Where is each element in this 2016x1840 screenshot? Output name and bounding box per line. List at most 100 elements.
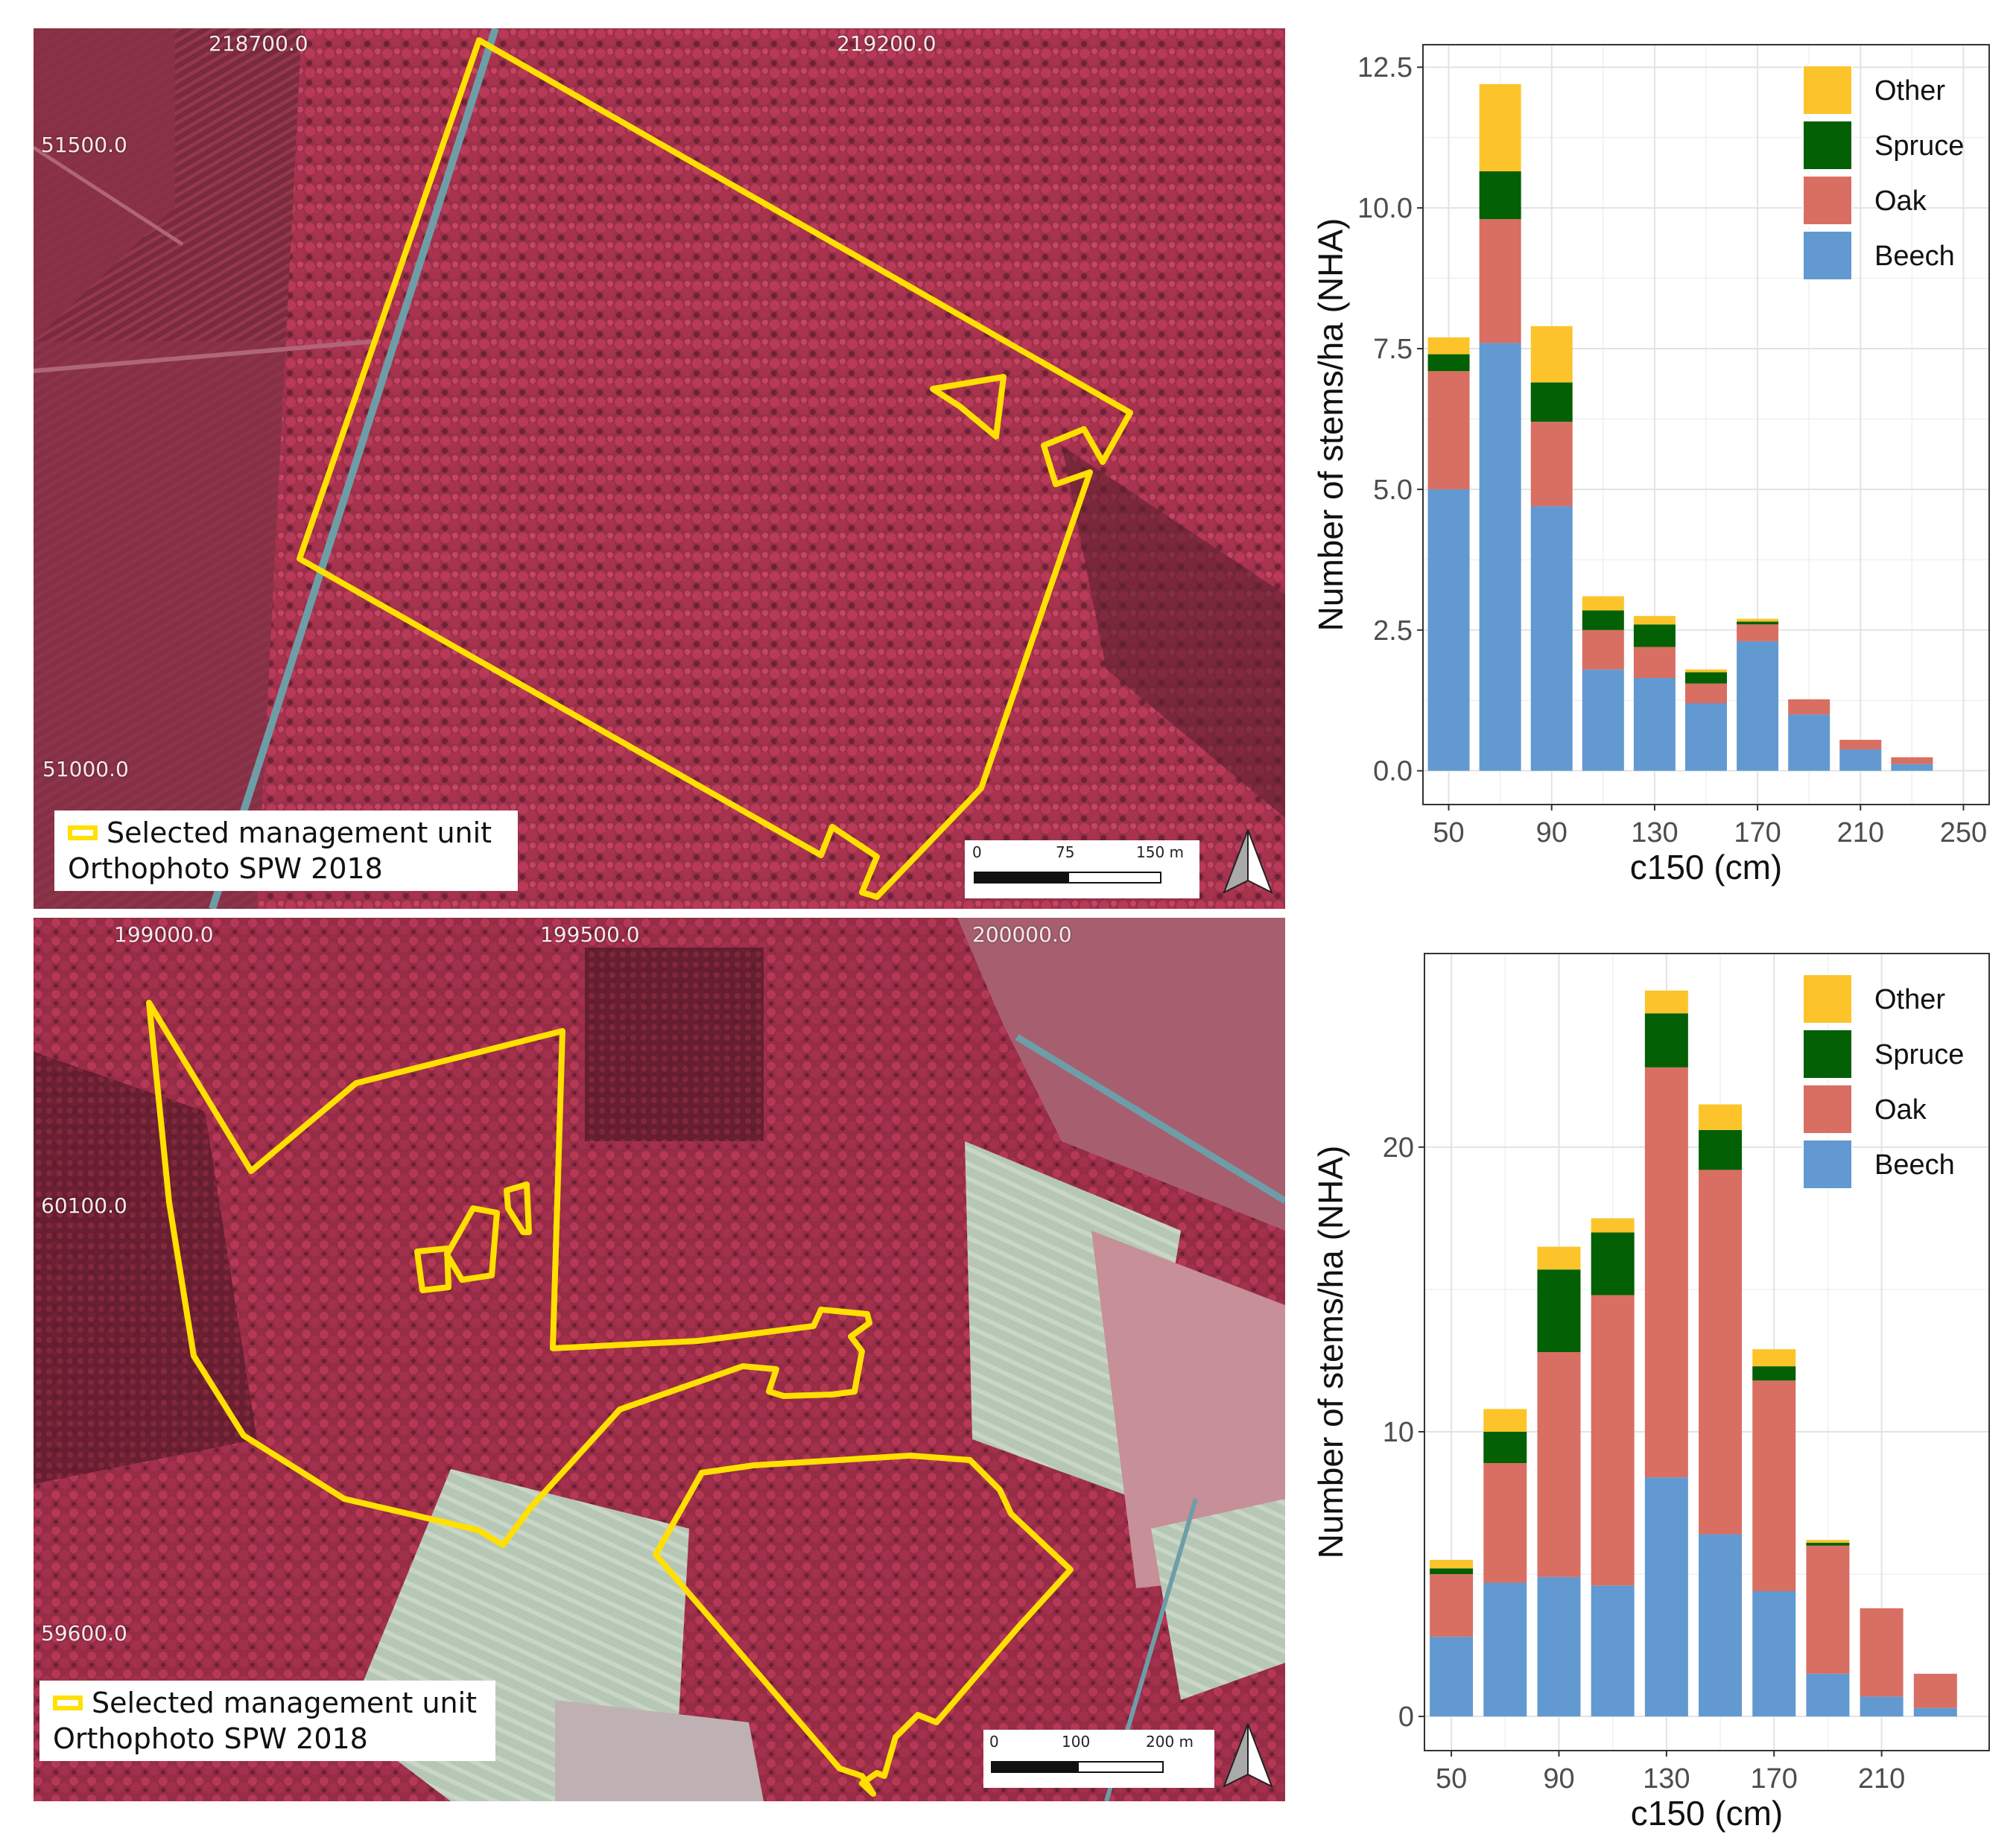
x-tick-label: 130 (1643, 1763, 1690, 1795)
bar-other (1752, 1349, 1796, 1367)
bar-other (1633, 615, 1676, 625)
y-tick-label: 12.5 (1357, 52, 1413, 83)
yellow-outline-swatch (68, 825, 98, 840)
x-tick-label: 210 (1837, 817, 1884, 848)
bar-beech (1582, 669, 1624, 771)
bar-oak (1860, 1608, 1904, 1697)
legend-swatch-beech (1802, 230, 1853, 281)
x-axis-title: c150 (cm) (1631, 1794, 1783, 1833)
legend-label-beech: Beech (1874, 1149, 1955, 1181)
bar-other (1699, 1104, 1743, 1130)
x-tick-label: 90 (1543, 1763, 1574, 1795)
y-tick-label: 7.5 (1373, 334, 1413, 365)
legend-unit-label: Selected management unit (92, 1687, 478, 1719)
bar-beech (1806, 1673, 1850, 1717)
bar-spruce (1752, 1366, 1796, 1381)
legend-label-beech: Beech (1874, 241, 1955, 272)
bar-spruce (1582, 610, 1624, 630)
bar-beech (1737, 641, 1779, 771)
bar-oak (1633, 647, 1676, 678)
north-arrow-icon (1223, 829, 1273, 895)
bar-beech (1860, 1696, 1904, 1717)
road (209, 28, 499, 909)
bar-oak (1430, 1574, 1474, 1637)
bar-beech (1633, 678, 1676, 771)
legend-swatch-oak (1802, 175, 1853, 226)
bar-other (1685, 669, 1727, 673)
x-tick-label: 250 (1940, 817, 1987, 848)
scale-bar: 0 100 200 m (983, 1730, 1214, 1788)
bottom-map: 199000.0 199500.0 200000.0 60100.0 59600… (34, 918, 1285, 1801)
legend-swatch-oak (1802, 1084, 1853, 1135)
coord-x-2: 219200.0 (837, 31, 936, 56)
bar-beech (1644, 1477, 1688, 1717)
bar-oak (1913, 1673, 1957, 1708)
yellow-outline-swatch (53, 1695, 83, 1710)
bar-spruce (1537, 1269, 1581, 1352)
coord-x-3: 200000.0 (972, 922, 1072, 947)
bar-beech (1891, 764, 1933, 771)
bar-spruce (1699, 1129, 1743, 1170)
top-orthophoto (34, 28, 1285, 909)
y-tick-label: 0.0 (1373, 756, 1413, 787)
map-legend: Selected management unit Orthophoto SPW … (39, 1681, 495, 1761)
bar-beech (1591, 1585, 1635, 1717)
x-tick-label: 90 (1536, 817, 1568, 848)
bar-oak (1839, 740, 1882, 749)
bar-spruce (1427, 354, 1470, 372)
bar-oak (1891, 757, 1933, 764)
legend-swatch-other (1802, 974, 1853, 1024)
bar-oak (1479, 219, 1521, 343)
bar-spruce (1737, 621, 1779, 625)
legend-unit-row: Selected management unit (53, 1685, 485, 1721)
bar-beech (1483, 1582, 1527, 1717)
legend-swatch-spruce (1802, 1029, 1853, 1079)
bar-beech (1530, 506, 1573, 771)
bar-oak (1591, 1295, 1635, 1586)
bar-beech (1913, 1707, 1957, 1717)
legend-label-spruce: Spruce (1874, 1039, 1964, 1070)
coord-x-1: 199000.0 (114, 922, 214, 947)
bar-other (1430, 1559, 1474, 1569)
y-tick-label: 0 (1398, 1701, 1414, 1733)
management-unit-hole (930, 374, 1007, 440)
y-tick-label: 10.0 (1357, 193, 1413, 224)
bar-oak (1427, 371, 1470, 489)
bar-other (1582, 596, 1624, 611)
scale-tick-2: 150 m (1136, 843, 1185, 861)
coord-x-1: 218700.0 (209, 31, 308, 56)
management-unit-outline-1 (146, 1000, 872, 1548)
map-legend: Selected management unit Orthophoto SPW … (54, 810, 518, 891)
y-tick-label: 5.0 (1373, 475, 1413, 506)
management-unit-hole-1 (504, 1181, 532, 1235)
y-tick-label: 2.5 (1373, 615, 1413, 647)
scale-tick-1: 75 (1056, 843, 1075, 861)
x-tick-label: 130 (1631, 817, 1678, 848)
coord-y-1: 60100.0 (41, 1193, 127, 1218)
scale-tick-1: 100 (1062, 1733, 1091, 1751)
y-axis-title: Number of stems/ha (NHA) (1311, 1146, 1350, 1559)
north-arrow-icon (1223, 1723, 1273, 1789)
top-map: 218700.0 219200.0 51500.0 51000.0 Select… (34, 28, 1285, 909)
coord-y-2: 59600.0 (41, 1621, 127, 1646)
coord-x-2: 199500.0 (540, 922, 640, 947)
bar-oak (1483, 1463, 1527, 1583)
legend-unit-label: Selected management unit (107, 816, 492, 849)
bottom-orthophoto (34, 918, 1285, 1801)
bar-other (1530, 326, 1573, 383)
bar-beech (1699, 1534, 1743, 1717)
legend-unit-row: Selected management unit (68, 815, 507, 851)
plot-border (1422, 44, 1990, 805)
legend-source-label: Orthophoto SPW 2018 (53, 1722, 368, 1755)
bar-other (1806, 1540, 1850, 1544)
bar-oak (1582, 629, 1624, 670)
x-tick-label: 50 (1436, 1763, 1467, 1795)
legend-swatch-other (1802, 65, 1853, 115)
y-tick-label: 20 (1383, 1132, 1414, 1164)
x-axis-title: c150 (cm) (1630, 848, 1782, 886)
scale-tick-2: 200 m (1146, 1733, 1194, 1751)
bar-oak (1752, 1380, 1796, 1591)
top-stacked-bar-chart: 0.0 2.5 5.0 7.5 10.0 12.5 50 90 130 170 210 250 c150… (1311, 44, 1990, 886)
bar-spruce (1479, 171, 1521, 220)
legend-swatch-beech (1802, 1139, 1853, 1190)
